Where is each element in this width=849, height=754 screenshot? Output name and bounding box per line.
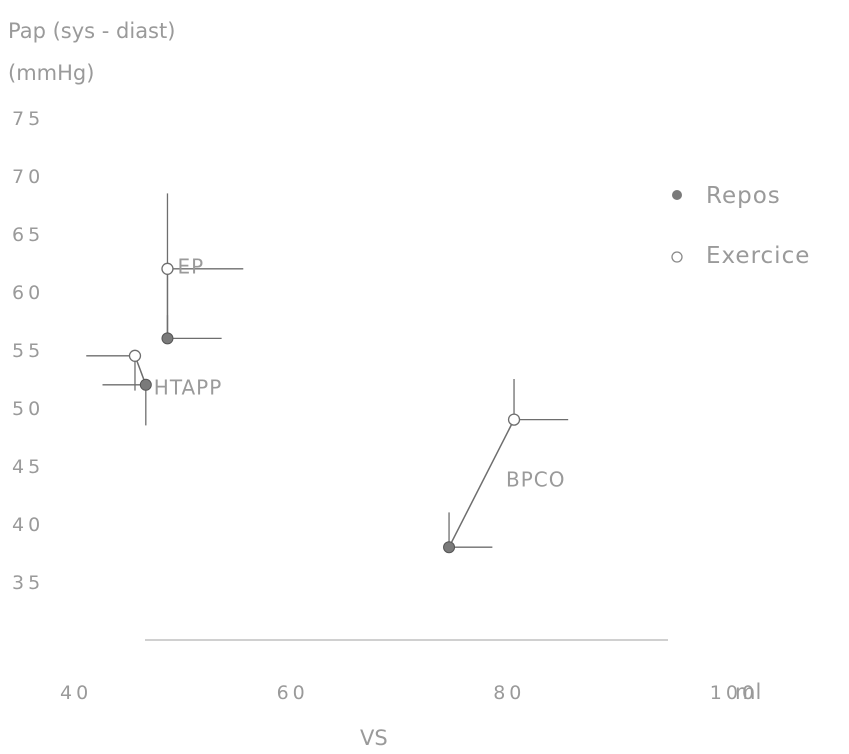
- y-tick-label: 35: [12, 572, 44, 594]
- y-tick-label: 45: [12, 456, 44, 478]
- y-tick-label: 75: [12, 108, 44, 130]
- legend: Repos Exercice: [671, 183, 810, 269]
- legend-marker-repos: [672, 190, 682, 200]
- x-tick-label: 40: [60, 682, 92, 704]
- x-tick-label: 100: [710, 682, 758, 704]
- y-tick-label: 55: [12, 340, 44, 362]
- data-point-exercice: [507, 413, 521, 426]
- series-label: EP: [177, 255, 204, 279]
- series-label: BPCO: [506, 467, 566, 491]
- data-point-repos: [161, 332, 174, 345]
- y-axis-title-line2: (mmHg): [8, 61, 94, 85]
- legend-label: Exercice: [706, 243, 810, 269]
- y-tick-labels: 75 70 65 60 55 50 45 40 35: [12, 108, 44, 594]
- y-tick-label: 70: [12, 166, 44, 188]
- data-point-repos: [443, 541, 456, 554]
- y-tick-label: 65: [12, 224, 44, 246]
- data-point-exercice: [161, 262, 174, 275]
- legend-marker-exercice: [671, 251, 683, 263]
- x-axis-title: VS: [360, 726, 388, 750]
- x-tick-label: 80: [493, 682, 525, 704]
- data-point-repos: [139, 378, 152, 391]
- plot-area: EP HTAPP BPCO: [86, 193, 569, 554]
- series-label: HTAPP: [154, 375, 223, 399]
- y-tick-label: 50: [12, 398, 44, 420]
- y-axis-title-line1: Pap (sys - diast): [8, 19, 175, 43]
- x-axis-unit: ml: [735, 680, 761, 704]
- x-tick-labels: 40 60 80 100: [60, 682, 758, 704]
- data-point-exercice: [128, 349, 142, 362]
- y-tick-label: 60: [12, 282, 44, 304]
- x-tick-label: 60: [277, 682, 309, 704]
- y-tick-label: 40: [12, 514, 44, 536]
- legend-label: Repos: [706, 183, 781, 209]
- connector-line: [448, 419, 515, 548]
